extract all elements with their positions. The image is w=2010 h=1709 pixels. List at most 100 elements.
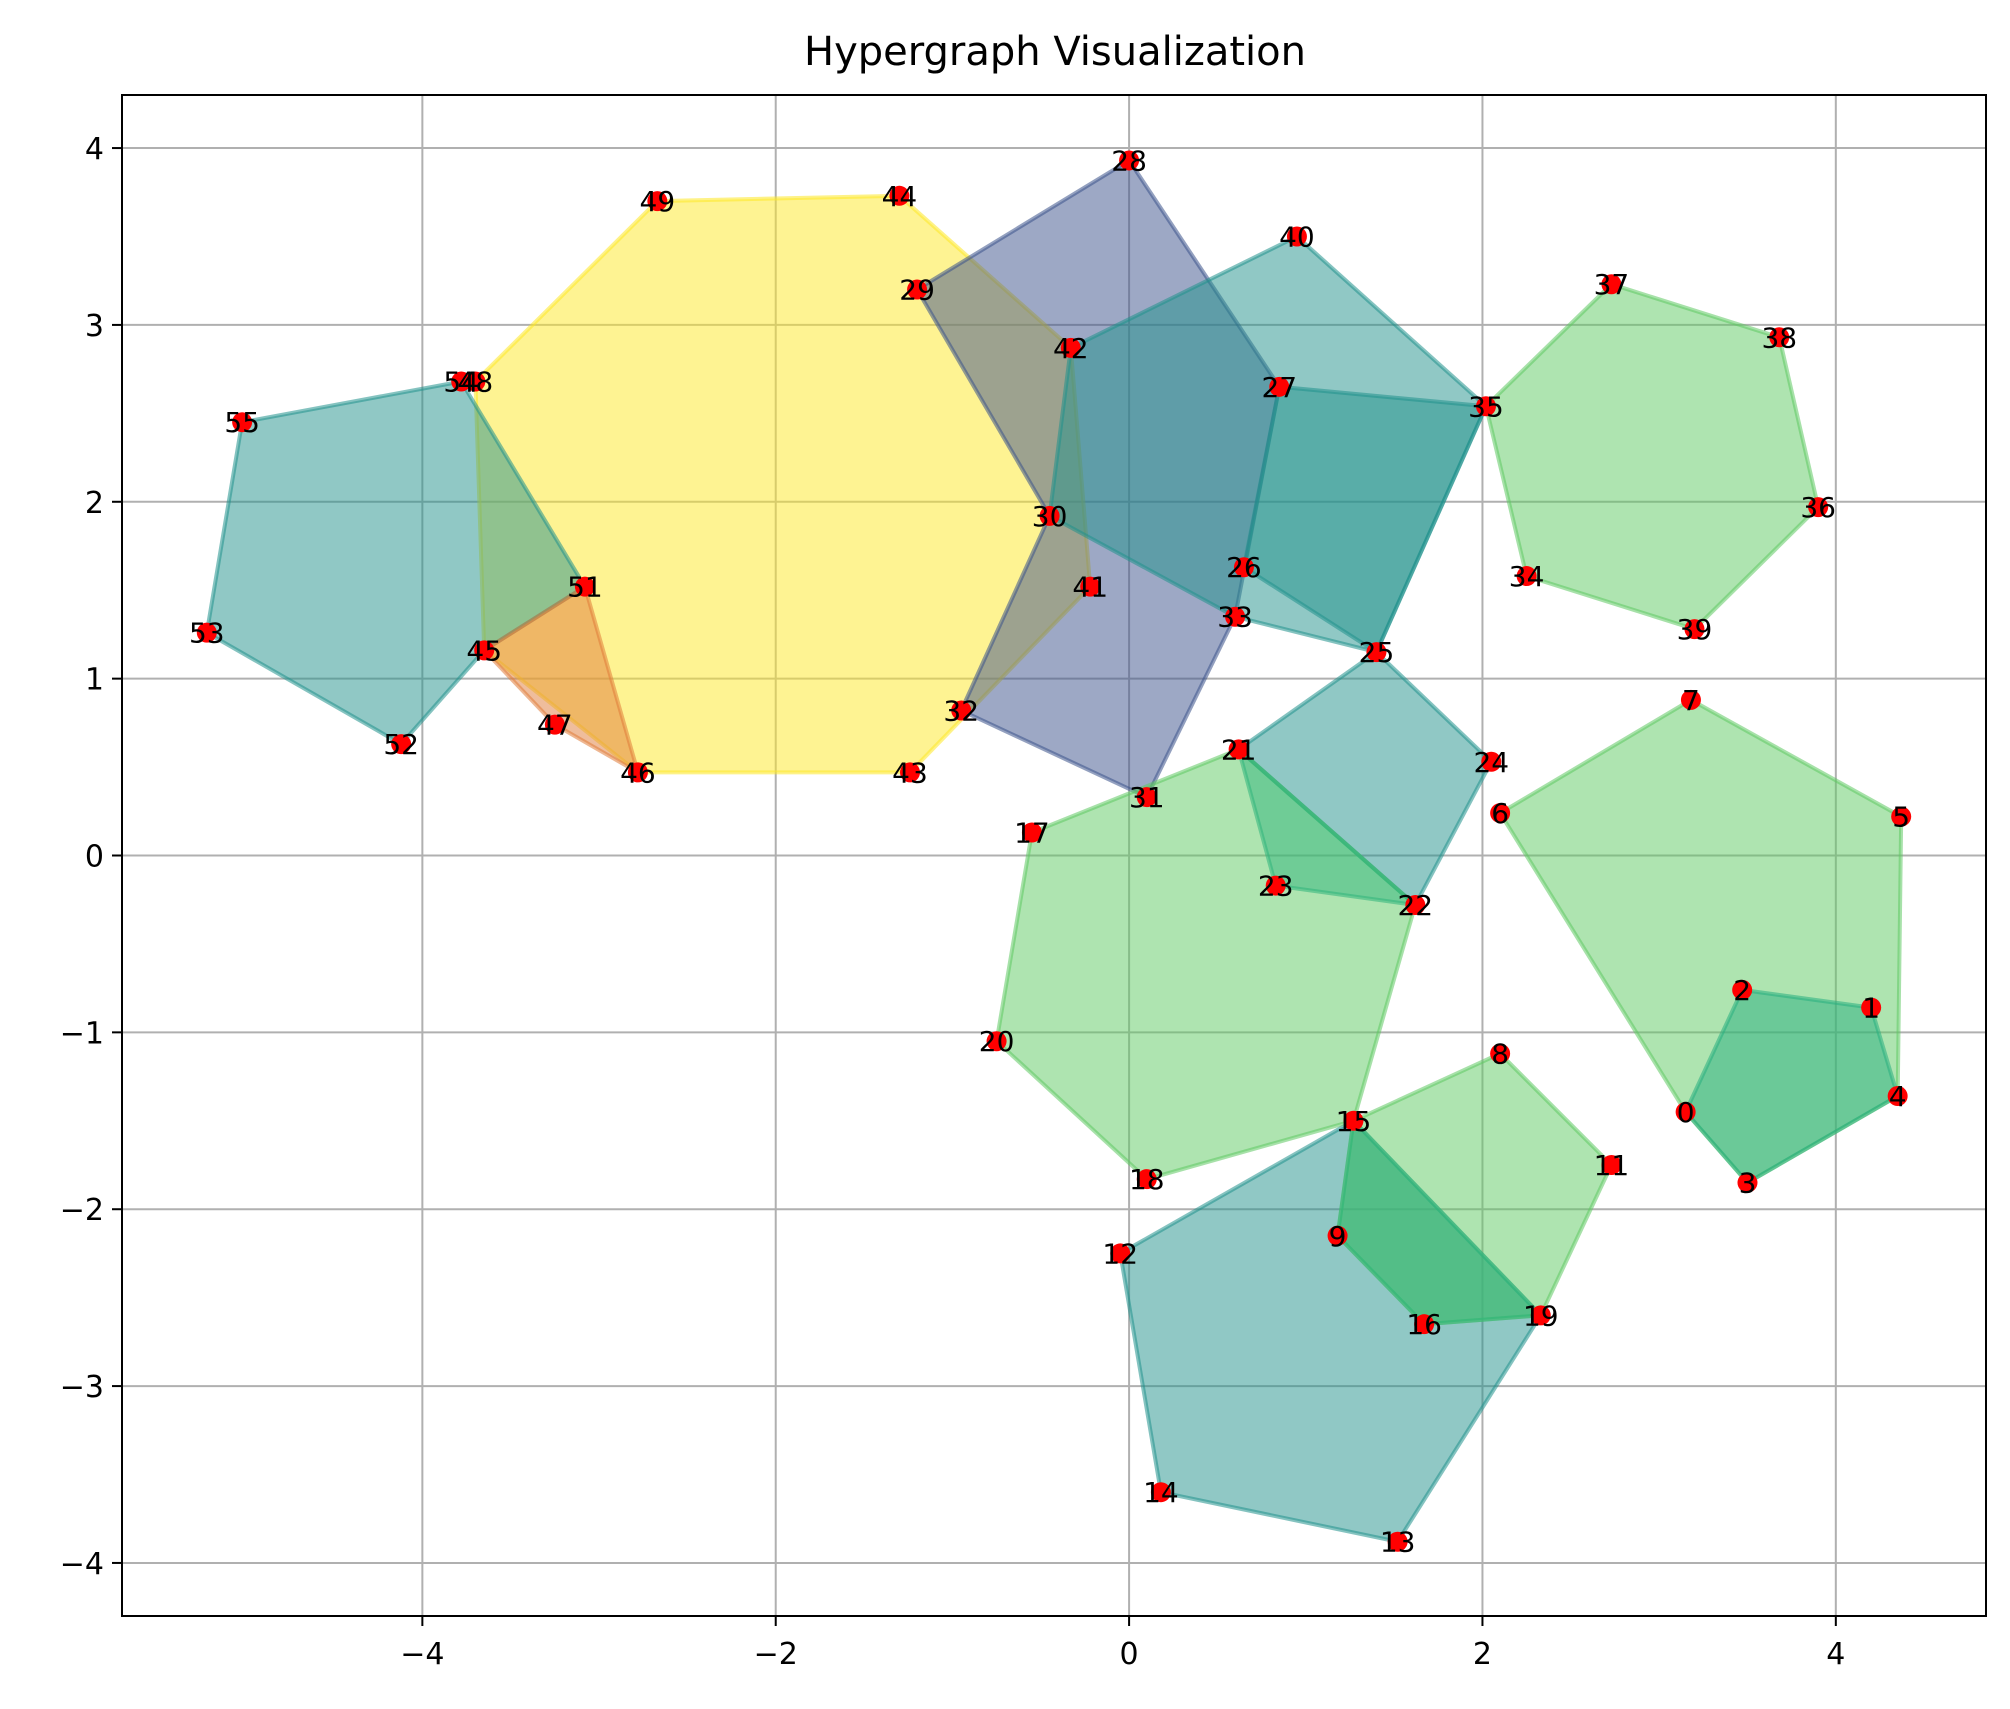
axes-frame bbox=[121, 94, 1987, 1617]
node-label: 37 bbox=[1594, 268, 1630, 301]
node-point bbox=[1060, 337, 1081, 358]
node-point bbox=[544, 714, 565, 735]
node-label: 41 bbox=[1072, 571, 1108, 604]
node-point bbox=[1737, 1172, 1758, 1193]
x-tick-label: −4 bbox=[400, 1637, 444, 1672]
node-label: 49 bbox=[640, 185, 676, 218]
y-tick-label: 4 bbox=[85, 132, 104, 167]
node-label: 33 bbox=[1217, 601, 1253, 634]
node-label: 21 bbox=[1221, 733, 1257, 766]
node-point bbox=[451, 371, 472, 392]
node-point bbox=[1021, 822, 1042, 843]
node-label: 53 bbox=[189, 617, 225, 650]
node-point bbox=[1327, 1225, 1348, 1246]
y-tick-label: 2 bbox=[85, 486, 104, 521]
node-label: 32 bbox=[943, 694, 979, 727]
node-point bbox=[1861, 997, 1882, 1018]
node-point bbox=[1481, 751, 1502, 772]
node-label: 51 bbox=[567, 571, 603, 604]
node-label: 23 bbox=[1258, 870, 1294, 903]
node-point bbox=[1475, 396, 1496, 417]
node-point bbox=[951, 700, 972, 721]
node-label: 17 bbox=[1014, 817, 1050, 850]
node-labels: 0123456789111213141516171819202122232425… bbox=[189, 144, 1910, 1558]
node-label: 20 bbox=[979, 1025, 1015, 1058]
node-point bbox=[1265, 875, 1286, 896]
node-label: 47 bbox=[537, 709, 573, 742]
node-label: 27 bbox=[1261, 371, 1297, 404]
node-label: 6 bbox=[1491, 797, 1509, 830]
node-label: 54 bbox=[443, 366, 479, 399]
node-point bbox=[1119, 150, 1140, 171]
node-label: 4 bbox=[1889, 1080, 1907, 1113]
node-label: 13 bbox=[1380, 1526, 1416, 1559]
node-label: 52 bbox=[383, 728, 419, 761]
y-tick-label: −1 bbox=[60, 1016, 104, 1051]
node-label: 12 bbox=[1102, 1237, 1138, 1270]
node-point bbox=[1110, 1243, 1131, 1264]
y-tick-label: 1 bbox=[85, 663, 104, 698]
node-point bbox=[1039, 505, 1060, 526]
nodes bbox=[196, 150, 1912, 1552]
node-point bbox=[1136, 787, 1157, 808]
node-label: 30 bbox=[1032, 500, 1068, 533]
node-point bbox=[465, 371, 486, 392]
x-tick-label: 0 bbox=[1120, 1637, 1139, 1672]
node-point bbox=[1136, 1169, 1157, 1190]
node-point bbox=[1343, 1110, 1364, 1131]
node-label: 2 bbox=[1733, 974, 1751, 1007]
node-point bbox=[1808, 497, 1829, 518]
node-point bbox=[1225, 606, 1246, 627]
node-label: 48 bbox=[458, 366, 494, 399]
node-label: 14 bbox=[1143, 1476, 1179, 1509]
node-point bbox=[1530, 1305, 1551, 1326]
node-label: 36 bbox=[1800, 491, 1836, 524]
node-point bbox=[1601, 274, 1622, 295]
y-tick-label: 3 bbox=[85, 309, 104, 344]
node-point bbox=[1080, 576, 1101, 597]
y-tick-label: −2 bbox=[60, 1193, 104, 1228]
node-label: 0 bbox=[1677, 1096, 1695, 1129]
node-point bbox=[1228, 739, 1249, 760]
y-tick-label: −3 bbox=[60, 1370, 104, 1405]
node-point bbox=[627, 762, 648, 783]
node-label: 42 bbox=[1053, 332, 1089, 365]
node-label: 45 bbox=[466, 634, 502, 667]
node-point bbox=[1516, 566, 1537, 587]
node-point bbox=[900, 762, 921, 783]
hyperedge bbox=[1683, 987, 1900, 1185]
node-label: 3 bbox=[1739, 1167, 1757, 1200]
node-point bbox=[1769, 327, 1790, 348]
node-label: 25 bbox=[1359, 636, 1395, 669]
hyperedges bbox=[204, 158, 1904, 1544]
node-label: 40 bbox=[1279, 220, 1315, 253]
node-point bbox=[1414, 1314, 1435, 1335]
node-label: 11 bbox=[1594, 1149, 1630, 1182]
node-point bbox=[232, 412, 253, 433]
x-tick-label: 4 bbox=[1826, 1637, 1845, 1672]
node-point bbox=[474, 640, 495, 661]
node-label: 8 bbox=[1491, 1038, 1509, 1071]
node-point bbox=[647, 191, 668, 212]
node-point bbox=[1675, 1101, 1696, 1122]
y-tick-label: 0 bbox=[85, 840, 104, 875]
node-point bbox=[1387, 1531, 1408, 1552]
node-point bbox=[1601, 1155, 1622, 1176]
node-label: 9 bbox=[1329, 1220, 1347, 1253]
node-point bbox=[196, 622, 217, 643]
node-point bbox=[1684, 619, 1705, 640]
node-label: 31 bbox=[1129, 781, 1165, 814]
y-tick-label: −4 bbox=[60, 1547, 104, 1582]
node-label: 44 bbox=[882, 180, 918, 213]
chart-title: Hypergraph Visualization bbox=[804, 29, 1306, 75]
node-point bbox=[1286, 226, 1307, 247]
node-label: 26 bbox=[1226, 551, 1262, 584]
node-point bbox=[1490, 1043, 1511, 1064]
node-point bbox=[1150, 1482, 1171, 1503]
node-point bbox=[1732, 979, 1753, 1000]
node-label: 1 bbox=[1862, 992, 1880, 1025]
node-point bbox=[1891, 806, 1912, 827]
node-label: 43 bbox=[892, 756, 928, 789]
hyperedge bbox=[1236, 747, 1418, 907]
